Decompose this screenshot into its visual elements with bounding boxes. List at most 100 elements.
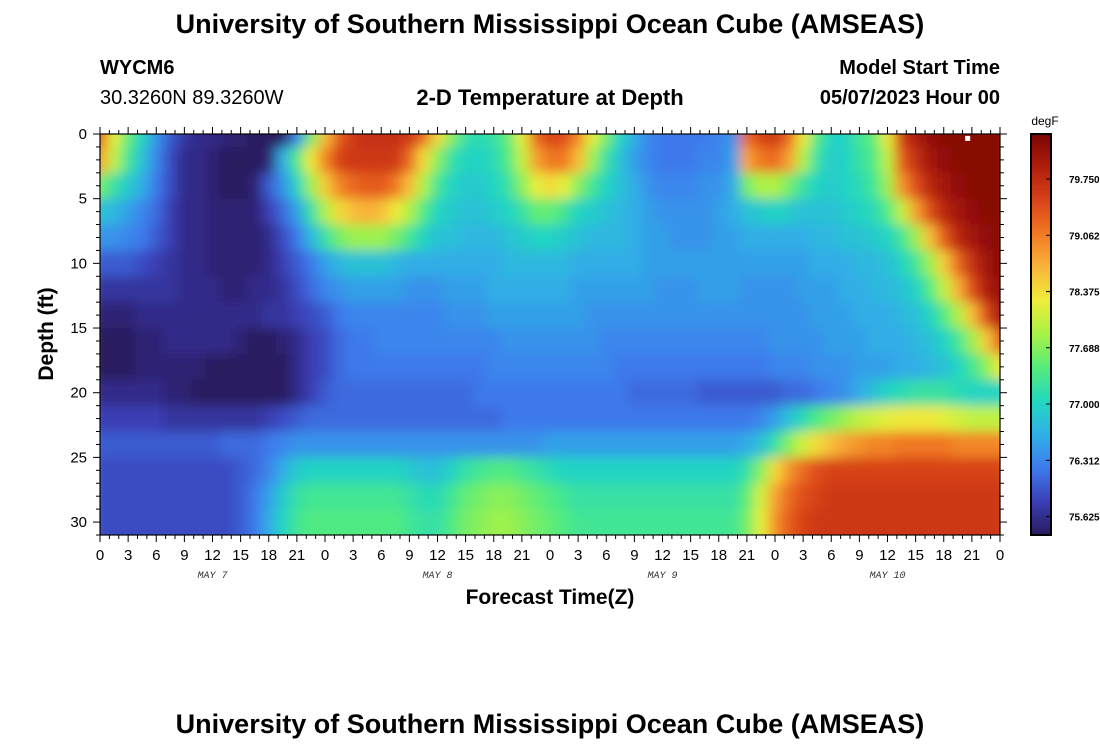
heatmap-cell xyxy=(585,250,601,278)
heatmap-cell xyxy=(613,134,629,148)
x-tick-label: 3 xyxy=(349,547,357,564)
heatmap-cell xyxy=(641,353,657,381)
heatmap-cell xyxy=(219,172,235,200)
heatmap-cell xyxy=(528,302,544,329)
heatmap-cell xyxy=(964,224,980,252)
heatmap-cell xyxy=(753,509,769,530)
heatmap-cell xyxy=(247,405,263,433)
heatmap-cell xyxy=(894,405,910,433)
heatmap-cell xyxy=(838,405,854,433)
heatmap-cell xyxy=(177,509,193,530)
heatmap-cell xyxy=(275,431,291,459)
heatmap-cell xyxy=(641,276,657,303)
heatmap-cell xyxy=(149,172,165,200)
heatmap-cell xyxy=(585,483,601,510)
heatmap-cell xyxy=(964,431,980,459)
heatmap-cell xyxy=(739,276,755,303)
heatmap-cell xyxy=(374,146,390,174)
heatmap-cell xyxy=(627,509,643,530)
x-tick-label: 21 xyxy=(964,547,981,564)
heatmap-cell xyxy=(992,528,1000,535)
heatmap-cell xyxy=(613,483,629,510)
heatmap-cell xyxy=(317,431,333,459)
heatmap-cell xyxy=(852,405,868,433)
heatmap-cell xyxy=(163,431,179,459)
heatmap-cell xyxy=(514,134,530,148)
heatmap-cell xyxy=(233,172,249,200)
heatmap-cell xyxy=(964,172,980,200)
heatmap-cell xyxy=(100,379,108,407)
heatmap-cell xyxy=(627,457,643,485)
heatmap-cell xyxy=(444,457,460,485)
heatmap-cell xyxy=(303,405,319,433)
heatmap-cell xyxy=(767,528,783,535)
heatmap-cell xyxy=(107,509,122,530)
heatmap-cell xyxy=(107,146,122,174)
heatmap-cell xyxy=(669,509,685,530)
heatmap-cell xyxy=(627,134,643,148)
heatmap-cell xyxy=(796,405,811,433)
heatmap-cell xyxy=(135,198,151,226)
heatmap-cell xyxy=(205,134,221,148)
heatmap-cell xyxy=(894,134,910,148)
heatmap-cell xyxy=(542,134,558,148)
heatmap-cell xyxy=(100,146,108,174)
heatmap-cell xyxy=(908,224,924,252)
heatmap-cell xyxy=(585,457,601,485)
heatmap-cell xyxy=(135,405,151,433)
heatmap-cell xyxy=(838,457,854,485)
x-tick-label: 9 xyxy=(630,547,638,564)
heatmap-cell xyxy=(416,379,432,407)
heatmap-cell xyxy=(613,431,629,459)
heatmap-cell xyxy=(894,250,910,278)
heatmap-cell xyxy=(753,276,769,303)
heatmap-cell xyxy=(697,483,713,510)
heatmap-cell xyxy=(486,405,502,433)
heatmap-cell xyxy=(177,328,193,355)
heatmap-cell xyxy=(374,224,390,252)
y-tick-label: 25 xyxy=(70,449,87,466)
heatmap-cell xyxy=(121,172,136,200)
heatmap-cell xyxy=(852,250,868,278)
heatmap-cell xyxy=(177,379,193,407)
heatmap-cell xyxy=(149,528,165,535)
heatmap-cell xyxy=(908,146,924,174)
heatmap-cell xyxy=(824,431,840,459)
x-tick-label: 3 xyxy=(124,547,132,564)
heatmap-cell xyxy=(852,431,868,459)
heatmap-cell xyxy=(880,198,896,226)
heatmap-cell xyxy=(416,457,432,485)
heatmap-cell xyxy=(599,405,615,433)
heatmap-cell xyxy=(261,134,277,148)
heatmap-cell xyxy=(922,250,938,278)
heatmap-cell xyxy=(753,483,769,510)
heatmap-cell xyxy=(247,250,263,278)
heatmap-cell xyxy=(275,353,291,381)
x-tick-label: 0 xyxy=(546,547,554,564)
heatmap-cell xyxy=(753,528,769,535)
heatmap-cell xyxy=(135,528,151,535)
heatmap-cell xyxy=(810,353,826,381)
heatmap-cell xyxy=(121,405,136,433)
heatmap-cell xyxy=(275,172,291,200)
heatmap-cell xyxy=(964,457,980,485)
x-axis-title: Forecast Time(Z) xyxy=(466,586,635,609)
heatmap-cell xyxy=(121,276,136,303)
heatmap-cell xyxy=(360,457,376,485)
heatmap-cell xyxy=(950,431,966,459)
heatmap-cell xyxy=(992,483,1000,510)
heatmap-cell xyxy=(247,483,263,510)
heatmap-cell xyxy=(346,302,361,329)
heatmap-cell xyxy=(514,353,530,381)
heatmap-cell xyxy=(149,302,165,329)
heatmap-cell xyxy=(683,302,699,329)
heatmap-cell xyxy=(571,379,586,407)
heatmap-cell xyxy=(950,328,966,355)
heatmap-cell xyxy=(641,250,657,278)
heatmap-cell xyxy=(163,509,179,530)
y-axis: 0 5 10 15 20 25 30 xyxy=(70,126,1007,536)
heatmap-cell xyxy=(177,528,193,535)
heatmap-cell xyxy=(121,146,136,174)
heatmap-cell xyxy=(121,379,136,407)
chart-subtitle: 2-D Temperature at Depth xyxy=(416,85,684,110)
